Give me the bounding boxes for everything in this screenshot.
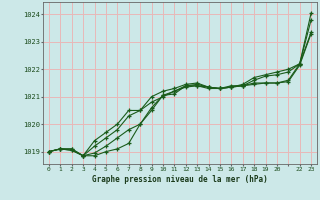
X-axis label: Graphe pression niveau de la mer (hPa): Graphe pression niveau de la mer (hPa) [92,175,268,184]
